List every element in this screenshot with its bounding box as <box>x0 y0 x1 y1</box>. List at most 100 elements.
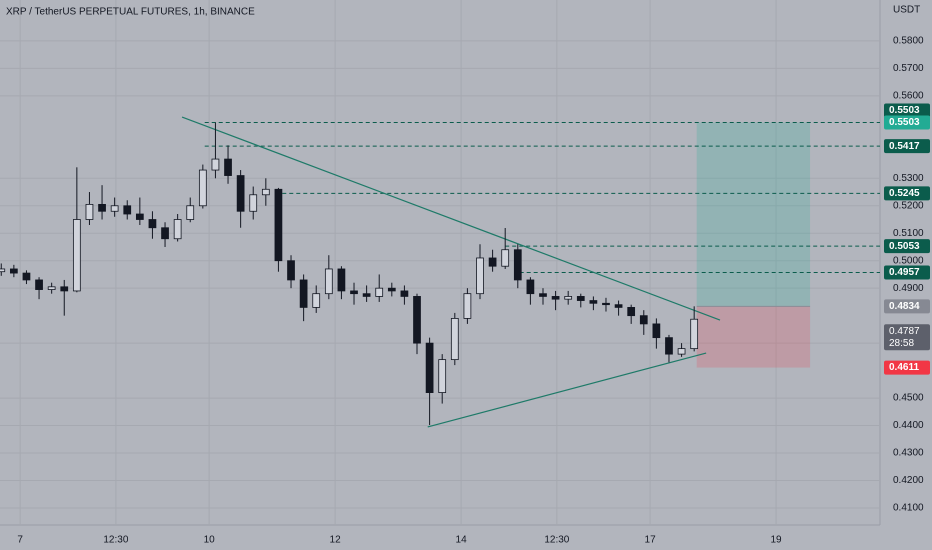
candle-body <box>387 287 396 292</box>
level-label-box <box>884 139 930 154</box>
y-tick-label: 0.5600 <box>893 91 924 102</box>
candle-body <box>85 203 94 220</box>
y-tick-label: 0.5200 <box>893 200 924 211</box>
candle-body <box>72 219 81 292</box>
level-label-box <box>884 103 930 118</box>
candle-body <box>665 337 673 355</box>
candle-body <box>324 268 333 295</box>
y-tick-label: 0.5000 <box>893 255 924 266</box>
candle-body <box>236 175 245 212</box>
y-tick-label: 0.5100 <box>893 228 924 239</box>
grid <box>0 0 880 525</box>
candle-body <box>551 296 560 300</box>
candle-body <box>35 279 43 290</box>
countdown-label: 28:58 <box>889 338 914 349</box>
candle-body <box>9 268 18 274</box>
candle-body <box>652 323 661 339</box>
candle-body <box>299 279 308 308</box>
candle-body <box>614 304 623 308</box>
candle-body <box>123 205 132 215</box>
currency-label: USDT <box>893 5 920 16</box>
x-tick-label: 7 <box>17 535 23 546</box>
level-label: 0.5417 <box>889 141 920 152</box>
stop-label-box <box>884 360 930 375</box>
candle-body <box>438 359 447 393</box>
last-price-label: 0.4787 <box>889 326 920 337</box>
candle-body <box>564 296 573 300</box>
candle-body <box>274 188 283 262</box>
candle-body <box>135 213 144 220</box>
target-zone <box>696 122 811 307</box>
candle-body <box>513 249 522 281</box>
y-tick-label: 0.4100 <box>893 503 924 514</box>
candle-body <box>639 315 648 325</box>
x-tick-label: 19 <box>771 535 783 546</box>
y-tick-label: 0.5800 <box>893 36 924 47</box>
x-tick-label: 12:30 <box>103 535 128 546</box>
target-label-box <box>884 115 930 130</box>
candle-body <box>110 205 119 212</box>
y-tick-label: 0.5300 <box>893 173 924 184</box>
x-tick-label: 14 <box>456 535 468 546</box>
trendline <box>427 352 707 428</box>
level-label: 0.5245 <box>889 188 920 199</box>
candle-body <box>476 257 484 295</box>
candle-body <box>526 279 535 295</box>
candle-body <box>198 169 207 207</box>
candle-body <box>261 188 270 196</box>
level-label: 0.5503 <box>889 105 920 116</box>
candle-body <box>362 293 371 297</box>
candle-body <box>211 158 220 171</box>
candle-body <box>98 203 106 212</box>
candle-body <box>602 302 610 306</box>
candle-body <box>47 286 56 290</box>
candle-body <box>463 293 472 319</box>
candle-body <box>312 293 321 308</box>
candle-body <box>148 219 157 229</box>
candle-body <box>0 268 6 273</box>
entry-label-box <box>884 299 930 314</box>
x-tick-label: 10 <box>204 535 216 546</box>
y-tick-label: 0.4900 <box>893 283 924 294</box>
x-tick-label: 12:30 <box>544 535 569 546</box>
last-price-box <box>884 324 930 351</box>
y-tick-label: 0.4400 <box>893 420 924 431</box>
candle-body <box>161 227 169 240</box>
candle-body <box>589 300 598 304</box>
candle-body <box>249 194 258 212</box>
candle-body <box>576 296 585 301</box>
candle-body <box>425 342 434 393</box>
level-label-box <box>884 186 930 201</box>
candle-body <box>501 249 510 267</box>
candle-body <box>224 158 232 176</box>
candle-body <box>337 268 346 292</box>
trendline <box>181 116 721 321</box>
stop-zone <box>696 306 811 368</box>
candle-body <box>375 287 384 297</box>
y-tick-label: 0.4200 <box>893 475 924 486</box>
candle-body <box>488 257 497 267</box>
candle-body <box>413 296 421 344</box>
candle-body <box>60 286 69 292</box>
level-label: 0.4957 <box>889 267 920 278</box>
candle-body <box>690 318 699 350</box>
candle-body <box>287 260 295 281</box>
candle-body <box>173 219 182 240</box>
candle-body <box>677 348 686 355</box>
candle-body <box>350 290 358 295</box>
entry-label: 0.4834 <box>889 301 920 312</box>
axis: 0.5800 0.5700 0.5600 0.5300 0.5200 0.5100 0.50… <box>17 36 930 546</box>
stop-label: 0.4611 <box>889 362 919 373</box>
candle-body <box>539 293 547 297</box>
x-tick-label: 12 <box>330 535 342 546</box>
target-label: 0.5503 <box>889 117 920 128</box>
chart-title: XRP / TetherUS PERPETUAL FUTURES, 1h, BI… <box>6 7 255 18</box>
candle-body <box>400 290 409 297</box>
x-tick-label: 17 <box>645 535 657 546</box>
y-tick-label: 0.4300 <box>893 448 924 459</box>
y-tick-label: 0.4500 <box>893 393 924 404</box>
y-tick-label: 0.5700 <box>893 63 924 74</box>
level-label-box <box>884 265 930 280</box>
